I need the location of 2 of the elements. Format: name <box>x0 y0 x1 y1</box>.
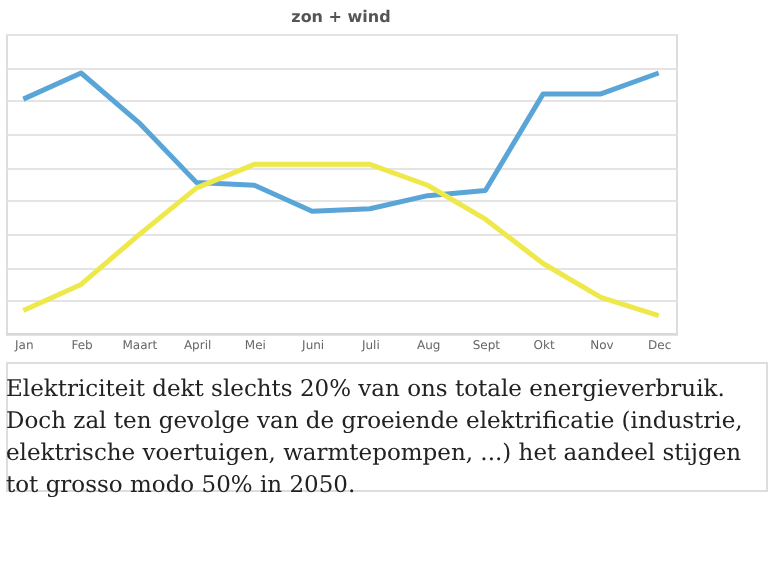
chart-title: zon + wind <box>291 8 392 26</box>
text: Elektriciteit dekt slechts 20% van ons totale energieverbruik. Doch zal ten gevolge van de groeiende elektrificatie (industrie, elektrische voertuigen, warmtepompen, ...) het aandeel stijgen tot grosso modo 50% in 2050. <box>6 374 743 498</box>
